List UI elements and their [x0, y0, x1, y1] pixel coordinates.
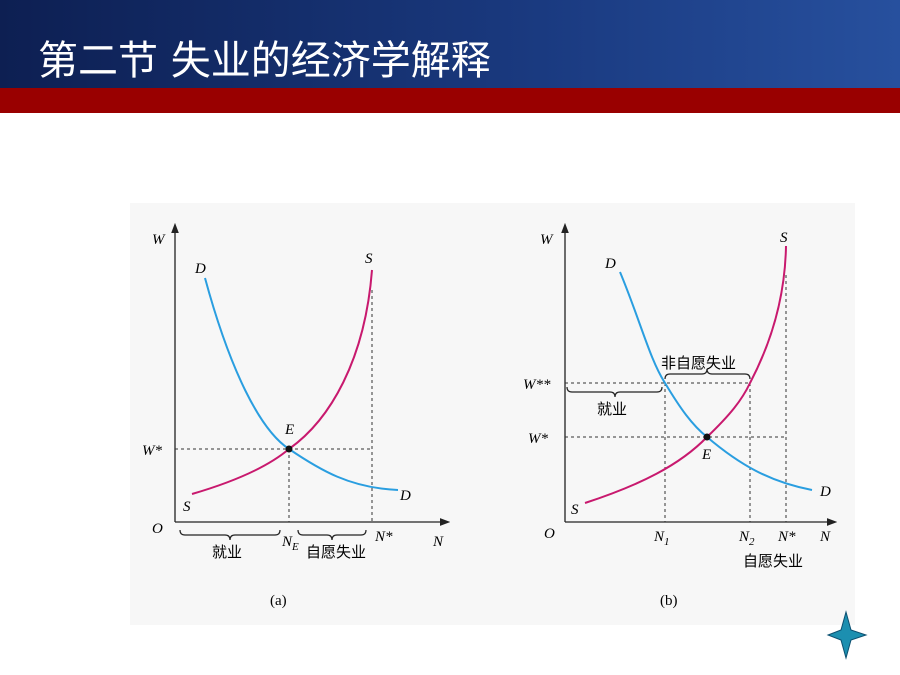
label: N: [819, 529, 831, 545]
caption: (b): [660, 593, 678, 609]
equilibrium-point: [703, 433, 711, 441]
label: N2: [738, 529, 755, 548]
label: 自愿失业: [743, 552, 803, 570]
label: D: [194, 261, 206, 277]
label: E: [701, 447, 711, 463]
label: W: [540, 232, 554, 248]
label: N1: [653, 529, 670, 548]
guide-lines: [175, 290, 373, 522]
caption: (a): [270, 593, 287, 609]
panel-b: W S D 非自愿失业 W** 就业 W* E S D O N1 N2 N* N…: [523, 222, 838, 609]
label: O: [152, 521, 163, 537]
brace: [566, 386, 663, 398]
label: D: [399, 488, 411, 504]
label: N*: [777, 529, 796, 545]
label: 2: [749, 536, 755, 548]
label: S: [365, 251, 373, 267]
label: S: [183, 499, 191, 515]
label: 就业: [597, 400, 627, 418]
label: N*: [374, 529, 393, 545]
brace: [297, 529, 367, 541]
star-icon: [826, 610, 868, 660]
label: E: [291, 541, 299, 553]
label: N: [281, 534, 293, 550]
supply-curve: [191, 269, 373, 495]
label: N: [653, 529, 665, 545]
label: E: [284, 422, 294, 438]
demand-curve: [204, 277, 399, 491]
label: W*: [142, 443, 162, 459]
header-stripe: [0, 88, 900, 113]
guide-lines: [565, 275, 787, 522]
header-band: [0, 0, 900, 88]
demand-curve: [619, 271, 813, 491]
supply-curve: [584, 245, 787, 504]
label: 就业: [212, 543, 242, 561]
equilibrium-point: [285, 445, 293, 453]
brace: [664, 368, 751, 380]
label: W**: [523, 377, 551, 393]
label: D: [819, 484, 831, 500]
brace: [179, 529, 281, 541]
label: W*: [528, 431, 548, 447]
label: D: [604, 256, 616, 272]
label: O: [544, 526, 555, 542]
label: NE: [281, 534, 299, 553]
label: W: [152, 232, 166, 248]
label: N: [738, 529, 750, 545]
panel-a: W D S E W* S D O NE N* N 就业 自愿失业 (a): [142, 222, 451, 609]
label: 1: [664, 536, 670, 548]
label: 自愿失业: [306, 543, 366, 561]
slide-title: 第二节 失业的经济学解释: [38, 38, 491, 84]
label: N: [432, 534, 444, 550]
figure-background: [130, 203, 855, 625]
label: S: [571, 502, 579, 518]
label: 非自愿失业: [661, 354, 736, 372]
label: S: [780, 230, 788, 246]
